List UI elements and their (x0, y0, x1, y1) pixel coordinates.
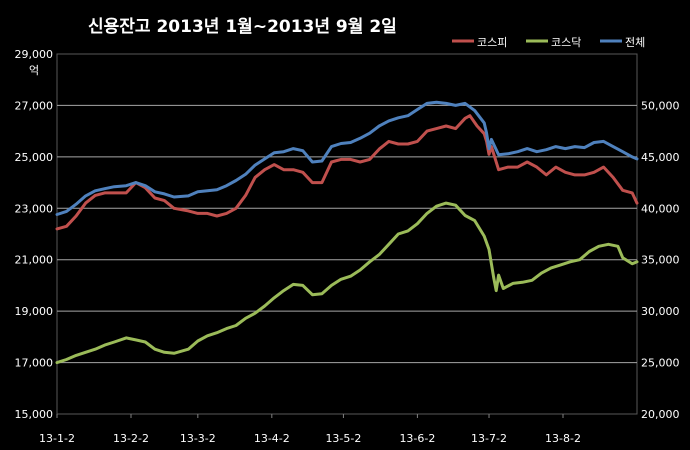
legend-label: 코스피 (477, 36, 507, 49)
left-tick-label: 27,000 (15, 99, 54, 112)
x-tick-label: 13-7-2 (471, 432, 507, 445)
left-tick-label: 15,000 (15, 408, 54, 421)
left-tick-label: 21,000 (15, 254, 54, 267)
x-axis: 13-1-2 13-2-2 13-3-2 13-4-2 13-5-2 13-6-2 13-7… (39, 414, 581, 445)
legend-label: 전체 (625, 36, 645, 49)
plot-area (56, 53, 638, 415)
left-tick-label: 23,000 (15, 202, 54, 215)
left-tick-label: 25,000 (15, 151, 54, 164)
legend: 코스피 코스닥 전체 (452, 36, 645, 49)
x-tick-label: 13-2-2 (113, 432, 149, 445)
x-tick-label: 13-3-2 (180, 432, 216, 445)
legend-label: 코스닥 (551, 36, 581, 49)
gridlines (57, 104, 637, 364)
left-tick-label: 19,000 (15, 305, 54, 318)
x-tick-label: 13-5-2 (325, 432, 361, 445)
left-axis-unit: 억 (29, 64, 39, 77)
left-tick-label: 29,000 (15, 48, 54, 61)
left-axis: 15,000 17,000 19,000 21,000 23,000 25,000 27,0… (15, 48, 54, 421)
series-line-1 (55, 114, 639, 231)
right-tick-label: 45,000 (641, 151, 680, 164)
x-tick-label: 13-8-2 (545, 432, 581, 445)
right-tick-label: 50,000 (641, 99, 680, 112)
right-tick-label: 30,000 (641, 305, 680, 318)
right-tick-label: 35,000 (641, 254, 680, 267)
right-tick-label: 20,000 (641, 408, 680, 421)
right-axis: 20,000 25,000 30,000 35,000 40,000 45,000 50,0… (641, 99, 680, 421)
series-line-2 (55, 201, 639, 365)
series-line-3 (55, 100, 639, 216)
x-tick-label: 13-6-2 (399, 432, 435, 445)
x-tick-label: 13-4-2 (254, 432, 290, 445)
series-lines (55, 100, 639, 365)
right-tick-label: 40,000 (641, 202, 680, 215)
x-tick-label: 13-1-2 (39, 432, 75, 445)
chart-title: 신용잔고 2013년 1월~2013년 9월 2일 (88, 17, 397, 37)
left-tick-label: 17,000 (15, 357, 54, 370)
right-tick-label: 25,000 (641, 357, 680, 370)
